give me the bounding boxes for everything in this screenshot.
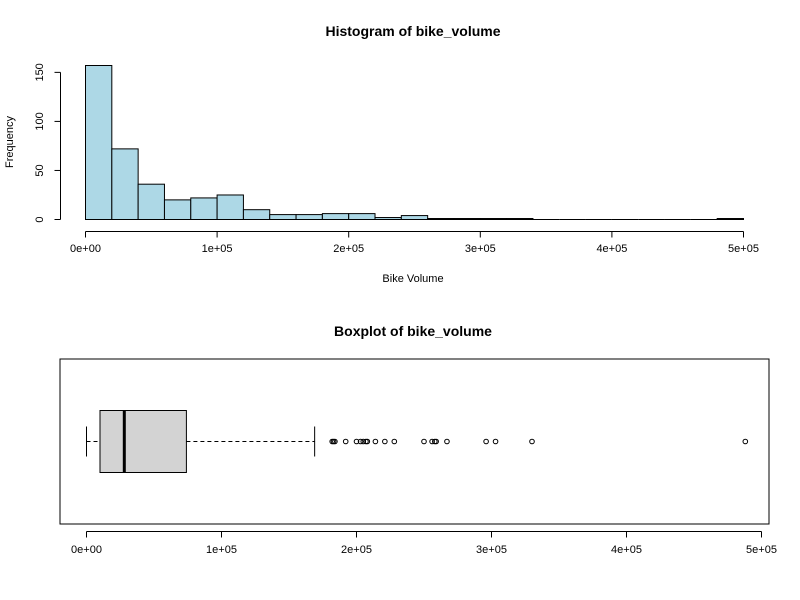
histogram-bar [85, 65, 113, 220]
histogram-bar [453, 218, 481, 220]
boxplot-outlier [529, 438, 535, 445]
histogram-bar [479, 218, 508, 220]
histogram-y-tick-label: 0 [34, 216, 46, 222]
histogram-y-tick-label: 50 [34, 164, 46, 176]
histogram-bar [190, 197, 218, 220]
histogram-bar [137, 183, 165, 220]
boxplot-outlier [382, 438, 388, 445]
boxplot-x-tick-label: 1e+05 [206, 544, 237, 556]
boxplot-x-tick-label: 0e+00 [71, 544, 102, 556]
histogram-y-tick-label: 100 [34, 112, 46, 130]
boxplot-x-tick-label: 5e+05 [746, 544, 777, 556]
boxplot-outlier [483, 438, 489, 445]
boxplot-outlier [353, 438, 360, 445]
histogram-x-tick-label: 1e+05 [202, 243, 233, 255]
boxplot-plot-frame [59, 358, 770, 525]
histogram-bar [348, 213, 376, 221]
histogram-bar [427, 218, 455, 220]
histogram-bars [85, 65, 744, 221]
histogram-panel: Histogram of bike_volume 0e+00 1e+05 2e+05… [4, 23, 759, 285]
histogram-bar [216, 194, 244, 220]
histogram-bar [295, 214, 323, 220]
boxplot-outlier [492, 438, 499, 445]
boxplot-outlier [364, 438, 371, 445]
boxplot-outlier [742, 438, 749, 445]
boxplot-title: Boxplot of bike_volume [334, 323, 492, 339]
boxplot-box [99, 410, 187, 473]
histogram-y-tick-label: 150 [34, 63, 46, 81]
boxplot-x-tick-label: 3e+05 [476, 544, 507, 556]
histogram-x-label: Bike Volume [382, 273, 443, 285]
histogram-bar [400, 215, 429, 220]
histogram-x-tick-label: 5e+05 [728, 243, 759, 255]
histogram-x-axis: 0e+00 1e+05 2e+05 3e+05 4e+05 5e+05 [70, 231, 759, 255]
histogram-bar [269, 214, 297, 220]
boxplot-outlier [421, 438, 427, 445]
boxplot-outlier [360, 438, 367, 445]
boxplot-elements [86, 410, 749, 473]
histogram-x-tick-label: 4e+05 [596, 243, 627, 255]
boxplot-outlier [429, 438, 435, 445]
histogram-x-tick-label: 0e+00 [70, 243, 101, 255]
boxplot-outlier [391, 438, 398, 445]
boxplot-outlier [357, 438, 364, 445]
boxplot-panel: Boxplot of bike_volume 0e+00 1e+05 2e+05 3e… [59, 323, 777, 556]
boxplot-outlier [372, 438, 379, 445]
boxplot-outlier [433, 438, 439, 445]
boxplot-x-axis: 0e+00 1e+05 2e+05 3e+05 4e+05 5e+05 [71, 531, 777, 556]
boxplot-outlier [444, 438, 450, 445]
boxplot-x-tick-label: 2e+05 [341, 544, 372, 556]
histogram-y-axis: 0 50 100 150 [34, 63, 61, 223]
boxplot-outlier [342, 438, 349, 445]
histogram-bar [374, 217, 402, 221]
histogram-bar [716, 218, 744, 220]
histogram-y-label: Frequency [4, 116, 16, 168]
boxplot-x-tick-label: 4e+05 [611, 544, 642, 556]
histogram-bar [321, 213, 350, 221]
histogram-x-tick-label: 3e+05 [465, 243, 496, 255]
histogram-x-tick-label: 2e+05 [333, 243, 364, 255]
histogram-title: Histogram of bike_volume [325, 23, 500, 39]
histogram-bar [242, 209, 271, 221]
boxplot-outlier [332, 438, 338, 445]
histogram-bar [506, 218, 534, 220]
histogram-bar [111, 148, 139, 220]
histogram-bar [163, 199, 192, 221]
